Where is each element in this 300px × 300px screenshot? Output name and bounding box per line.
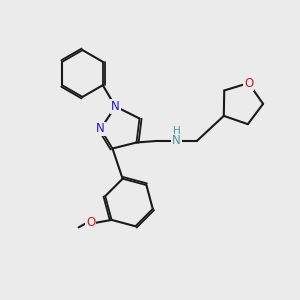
Text: O: O xyxy=(86,216,95,230)
Text: H: H xyxy=(173,126,181,136)
Text: N: N xyxy=(96,122,105,136)
Text: N: N xyxy=(111,100,120,113)
Text: N: N xyxy=(172,134,181,148)
Text: O: O xyxy=(244,76,253,90)
